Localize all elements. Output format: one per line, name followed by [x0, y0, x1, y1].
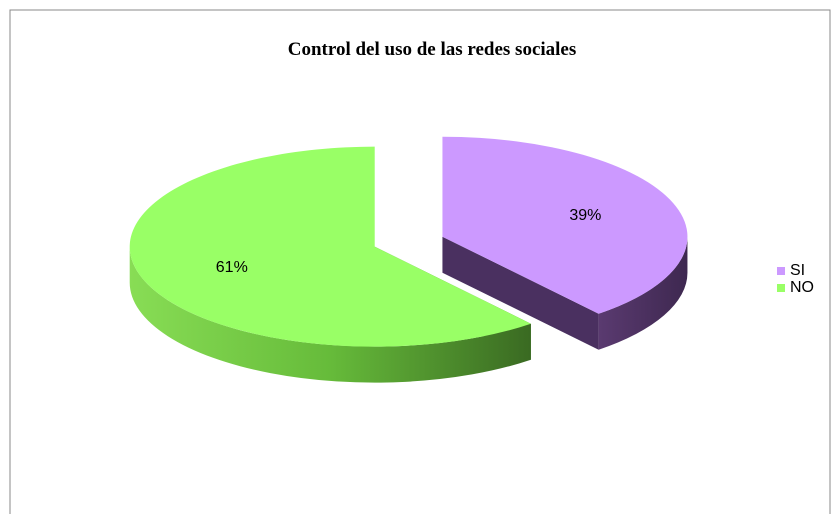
- legend-swatch: [777, 267, 785, 275]
- legend-label: NO: [790, 279, 814, 296]
- slice-side: [129, 246, 531, 383]
- chart-title: Control del uso de las redes sociales: [288, 39, 577, 60]
- data-label: 61%: [216, 259, 248, 276]
- slice-side: [598, 236, 688, 350]
- legend-swatch: [777, 284, 785, 292]
- slice-cut-face: [442, 236, 599, 350]
- legend-label: SI: [790, 262, 805, 279]
- slice: [442, 136, 688, 314]
- slice: [129, 146, 531, 347]
- data-label: 39%: [569, 207, 601, 224]
- chart-border: [9, 9, 831, 514]
